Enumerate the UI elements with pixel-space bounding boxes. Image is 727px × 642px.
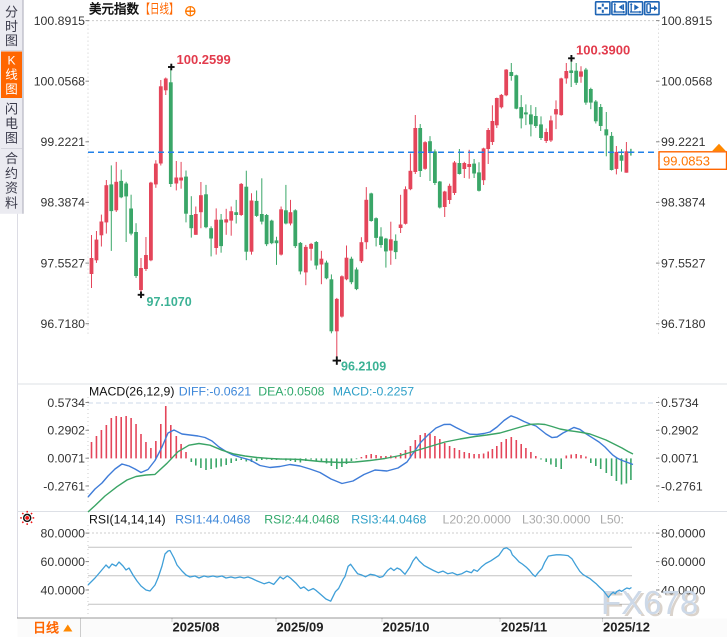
svg-text:2025/08: 2025/08 — [173, 620, 220, 635]
svg-text:DIFF:-0.0621: DIFF:-0.0621 — [179, 385, 252, 399]
svg-text:80.0000: 80.0000 — [41, 526, 86, 540]
svg-text:100.3900: 100.3900 — [576, 43, 630, 58]
svg-text:80.0000: 80.0000 — [661, 526, 706, 540]
svg-text:日线: 日线 — [33, 621, 59, 636]
svg-text:99.2221: 99.2221 — [661, 135, 706, 149]
svg-text:96.7180: 96.7180 — [661, 317, 706, 331]
svg-text:96.2109: 96.2109 — [341, 360, 386, 374]
svg-text:2025/09: 2025/09 — [277, 620, 324, 635]
svg-text:40.0000: 40.0000 — [41, 583, 86, 597]
svg-text:RSI2:44.0468: RSI2:44.0468 — [264, 513, 339, 527]
svg-text:图: 图 — [5, 33, 18, 48]
svg-text:98.3874: 98.3874 — [661, 196, 706, 210]
svg-text:-0.2761: -0.2761 — [661, 479, 703, 493]
svg-text:K: K — [7, 54, 15, 68]
svg-text:图: 图 — [5, 131, 18, 146]
svg-text:97.5527: 97.5527 — [661, 256, 706, 270]
svg-text:时: 时 — [5, 19, 18, 34]
svg-text:分: 分 — [5, 5, 18, 20]
svg-text:100.8915: 100.8915 — [661, 14, 712, 28]
svg-text:2025/12: 2025/12 — [603, 620, 650, 635]
svg-text:电: 电 — [5, 116, 18, 131]
svg-text:0.5734: 0.5734 — [661, 396, 699, 410]
svg-text:线: 线 — [5, 68, 18, 82]
svg-text:98.3874: 98.3874 — [41, 196, 86, 210]
svg-text:97.1070: 97.1070 — [147, 295, 192, 309]
svg-text:约: 约 — [5, 166, 18, 181]
svg-text:MACD:-0.2257: MACD:-0.2257 — [333, 385, 414, 399]
svg-text:0.2902: 0.2902 — [47, 424, 85, 438]
svg-text:闪: 闪 — [5, 102, 18, 117]
svg-text:2025/11: 2025/11 — [501, 620, 547, 635]
svg-text:99.2221: 99.2221 — [41, 135, 86, 149]
svg-text:100.0568: 100.0568 — [661, 75, 712, 89]
svg-text:L20:20.0000: L20:20.0000 — [443, 513, 512, 527]
svg-text:97.5527: 97.5527 — [41, 256, 86, 270]
svg-text:0.0071: 0.0071 — [47, 452, 85, 466]
svg-text:-0.2761: -0.2761 — [43, 479, 85, 493]
svg-text:RSI(14,14,14): RSI(14,14,14) — [89, 513, 166, 527]
svg-text:0.2902: 0.2902 — [661, 424, 699, 438]
svg-text:100.8915: 100.8915 — [34, 14, 85, 28]
svg-text:60.0000: 60.0000 — [41, 555, 86, 569]
svg-text:FX678: FX678 — [601, 584, 698, 621]
svg-text:资: 资 — [5, 181, 18, 196]
svg-text:【日线】: 【日线】 — [141, 2, 179, 17]
svg-text:MACD(26,12,9): MACD(26,12,9) — [89, 385, 174, 399]
svg-text:美元指数: 美元指数 — [89, 2, 140, 17]
svg-text:60.0000: 60.0000 — [661, 555, 706, 569]
svg-text:料: 料 — [5, 195, 18, 210]
svg-text:DEA:0.0508: DEA:0.0508 — [258, 385, 324, 399]
svg-text:100.0568: 100.0568 — [34, 75, 85, 89]
svg-text:RSI3:44.0468: RSI3:44.0468 — [351, 513, 426, 527]
svg-text:L30:30.0000: L30:30.0000 — [522, 513, 591, 527]
svg-text:99.0853: 99.0853 — [663, 154, 710, 169]
svg-text:100.2599: 100.2599 — [177, 52, 231, 67]
svg-text:96.7180: 96.7180 — [41, 317, 86, 331]
svg-text:2025/10: 2025/10 — [383, 620, 430, 635]
svg-text:图: 图 — [5, 83, 18, 97]
svg-text:合: 合 — [5, 151, 18, 166]
svg-text:0.5734: 0.5734 — [47, 396, 85, 410]
svg-text:L50:: L50: — [600, 513, 624, 527]
svg-text:RSI1:44.0468: RSI1:44.0468 — [175, 513, 250, 527]
svg-text:0.0071: 0.0071 — [661, 452, 699, 466]
